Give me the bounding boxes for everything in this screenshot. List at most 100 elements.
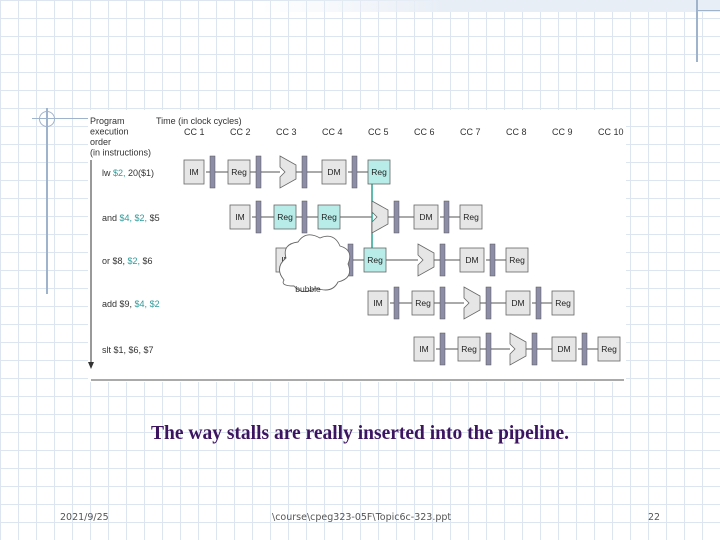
reg-write-stage-box (367, 159, 391, 185)
im-stage-box (413, 336, 435, 362)
decorative-vertical-line (696, 0, 698, 62)
alu-unit (279, 155, 297, 189)
decorative-horizontal-line (696, 10, 720, 11)
instruction-label: lw $2, 20($1) (102, 168, 154, 178)
pipeline-register-bar (489, 243, 496, 277)
pipeline-register-bar (393, 286, 400, 320)
reg-read-stage-box (227, 159, 251, 185)
footer-date: 2021/9/25 (60, 512, 109, 523)
reg-write-stage-label: Reg (509, 255, 525, 265)
alu-unit (417, 243, 435, 277)
reg-write-stage-box (597, 336, 621, 362)
dm-stage-box (505, 290, 531, 316)
clock-cycle-label: CC 4 (322, 127, 343, 137)
dm-stage-box (551, 336, 577, 362)
top-decoration-band (262, 0, 720, 12)
alu-unit (509, 332, 527, 366)
clock-cycle-label: CC 6 (414, 127, 435, 137)
im-stage-label: IM (189, 167, 198, 177)
pipeline-register-bar (439, 332, 446, 366)
left-rule-circle (39, 111, 55, 127)
pipeline-register-bar (209, 155, 216, 189)
pipeline-register-bar (255, 155, 262, 189)
reg-write-stage-label: Reg (371, 167, 387, 177)
instruction-operand: $5 (147, 213, 160, 223)
instruction-operand: $7 (141, 345, 154, 355)
footer-page-number: 22 (648, 512, 661, 523)
clock-cycle-label: CC 9 (552, 127, 573, 137)
time-axis-label: Time (in clock cycles) (156, 116, 242, 126)
dm-stage-label: DM (511, 298, 524, 308)
clock-cycle-label: CC 10 (598, 127, 624, 137)
reg-write-stage-box (505, 247, 529, 273)
clock-cycle-label: CC 7 (460, 127, 481, 137)
pipeline-diagram: IM Reg DM Reg IM Reg Reg DM Reg IM Reg Reg DM Reg IM Re… (88, 116, 624, 381)
alu-unit (371, 200, 389, 234)
reg-read-stage-box (457, 336, 481, 362)
instruction-op: or (102, 256, 113, 266)
dm-stage-box (413, 204, 439, 230)
pipeline-stall-figure: IM Reg DM Reg IM Reg Reg DM Reg IM Reg Reg DM Reg IM Re… (88, 110, 626, 382)
clock-cycle-label: CC 2 (230, 127, 251, 137)
pipeline-register-bar (485, 332, 492, 366)
instruction-operand: $2, (113, 168, 126, 178)
reg-stall-repeat-box (317, 204, 341, 230)
pipeline-register-bar (351, 155, 358, 189)
reg-read-stage-label: Reg (277, 212, 293, 222)
instruction-label: add $9, $4, $2 (102, 299, 160, 309)
order-label-line: Program (90, 116, 125, 126)
reg-write-stage-label: Reg (601, 344, 617, 354)
pipeline-register-bar (255, 200, 262, 234)
reg-write-stage-label: Reg (555, 298, 571, 308)
im-stage-box (229, 204, 251, 230)
pipeline-register-bar (301, 200, 308, 234)
pipeline-register-bar (439, 286, 446, 320)
reg-read-stage-box (273, 204, 297, 230)
instruction-label: slt $1, $6, $7 (102, 345, 154, 355)
instruction-operand: $2, (125, 256, 140, 266)
dm-stage-label: DM (327, 167, 340, 177)
pipeline-register-bar (581, 332, 588, 366)
order-label-line: (in instructions) (90, 148, 151, 158)
instruction-op: add (102, 299, 120, 309)
instruction-operand: $6 (140, 256, 153, 266)
instruction-operand: $2, (132, 213, 147, 223)
instruction-operand: 20($1) (126, 168, 155, 178)
dm-stage-label: DM (419, 212, 432, 222)
clock-cycle-label: CC 8 (506, 127, 527, 137)
slide-caption: The way stalls are really inserted into … (151, 423, 569, 444)
reg-read-stage-label: Reg (231, 167, 247, 177)
reg-stall-repeat-box (363, 247, 387, 273)
instruction-op: lw (102, 168, 113, 178)
bubble-label: bubble (295, 284, 321, 294)
clock-cycle-label: CC 1 (184, 127, 205, 137)
im-stage-label: IM (235, 212, 244, 222)
reg-read-stage-label: Reg (461, 344, 477, 354)
im-stage-box (183, 159, 205, 185)
reg-write-stage-label: Reg (463, 212, 479, 222)
clock-cycle-label: CC 3 (276, 127, 297, 137)
dm-stage-box (321, 159, 347, 185)
pipeline-register-bar (531, 332, 538, 366)
alu-unit (463, 286, 481, 320)
reg-read-stage-box (411, 290, 435, 316)
pipeline-register-bar (485, 286, 492, 320)
dm-stage-box (459, 247, 485, 273)
bubble-cloud (279, 234, 351, 292)
reg-write-stage-box (459, 204, 483, 230)
left-horizontal-rule (32, 118, 92, 119)
instruction-operand: $4, (120, 213, 133, 223)
instruction-operand: $8, (113, 256, 126, 266)
dm-stage-label: DM (557, 344, 570, 354)
footer-file-path: \course\cpeg323-05F\Topic6c-323.ppt (272, 512, 452, 523)
order-axis-arrow (88, 362, 94, 369)
order-label-line: execution (90, 127, 129, 137)
im-stage-label: IM (373, 298, 382, 308)
instruction-operand: $1, (114, 345, 127, 355)
pipeline-register-bar (439, 243, 446, 277)
pipeline-register-bar (393, 200, 400, 234)
reg-read-stage-label: Reg (415, 298, 431, 308)
reg-write-stage-box (551, 290, 575, 316)
instruction-op: slt (102, 345, 114, 355)
instruction-operand: $2 (147, 299, 160, 309)
